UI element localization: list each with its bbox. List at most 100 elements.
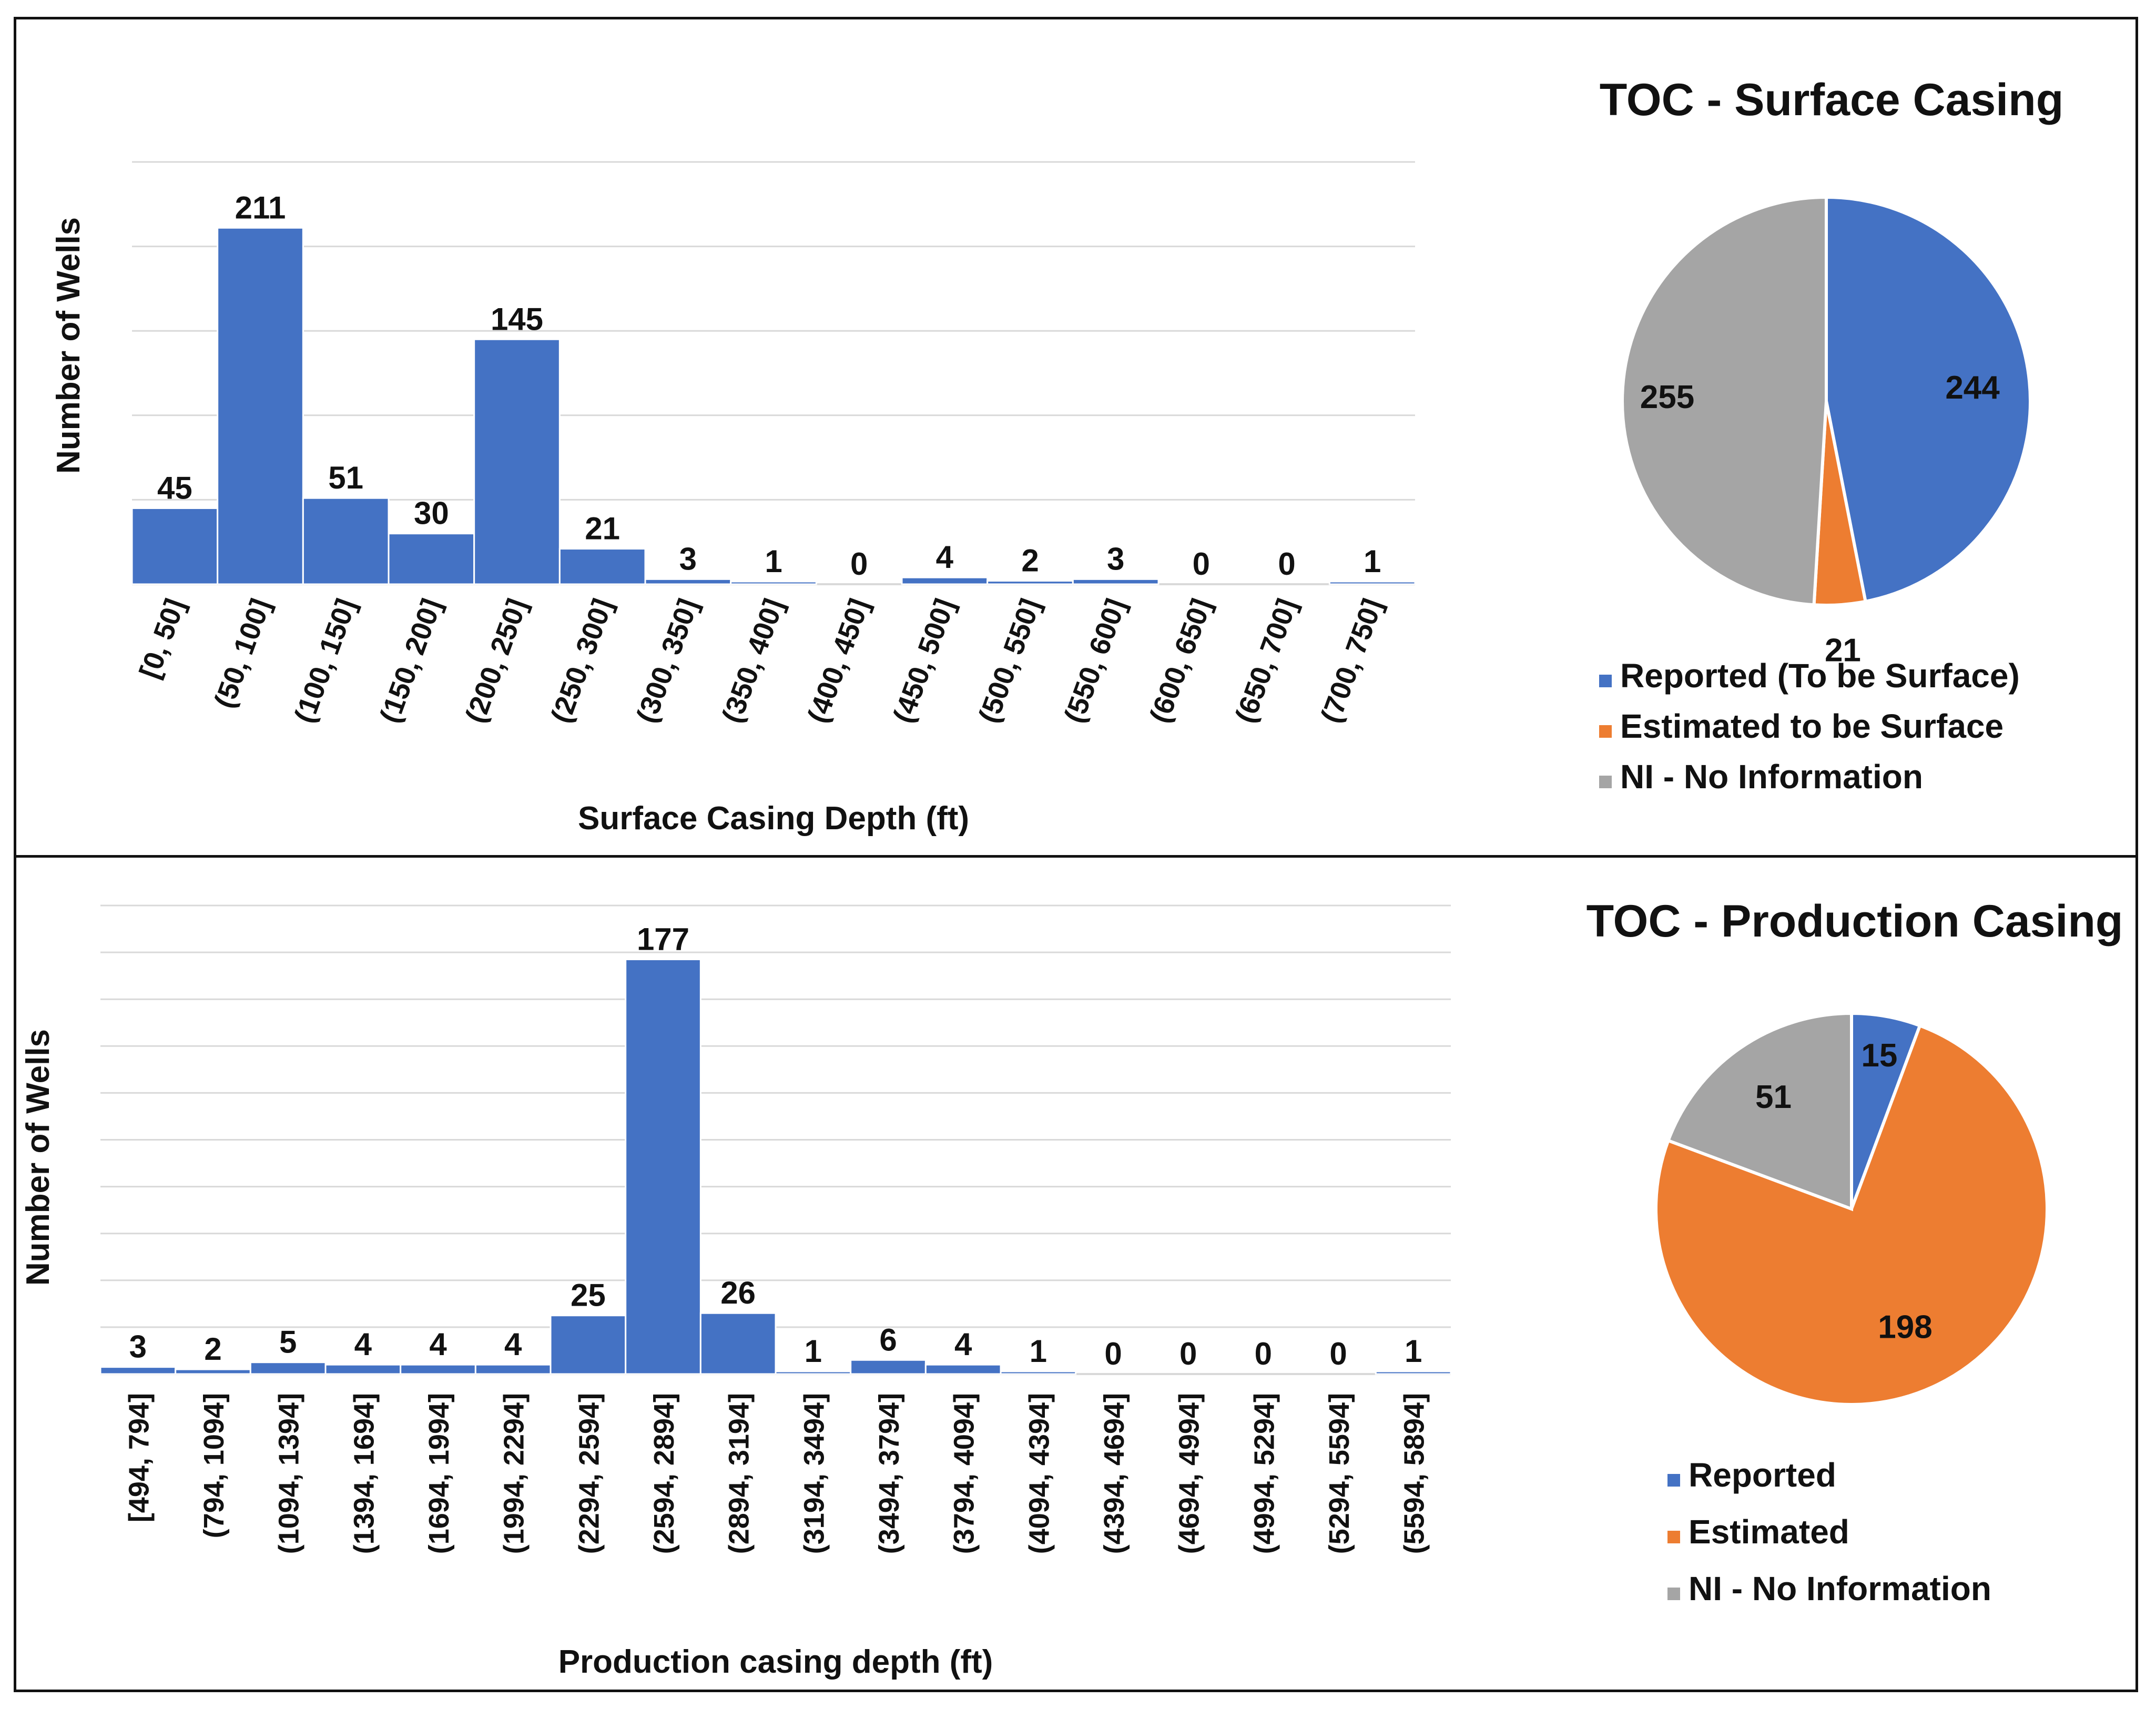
x-tick-label: (400, 450] [801, 595, 876, 727]
bar [474, 1364, 552, 1375]
x-tick-label: (1394, 1694] [348, 1393, 380, 1554]
x-tick-label: (700, 750] [1315, 595, 1389, 727]
pie-value-label: 255 [1640, 379, 1694, 415]
bar-value-label: 0 [1255, 1336, 1272, 1371]
bar [473, 338, 561, 585]
bar-value-label: 3 [129, 1329, 147, 1365]
bar-value-label: 5 [279, 1325, 297, 1360]
bar [987, 580, 1074, 585]
bar [1000, 1370, 1077, 1375]
pie-slice [1666, 1011, 1853, 1212]
bar [550, 1315, 627, 1375]
y-axis-title: Number of Wells [50, 217, 87, 474]
legend-label: Estimated to be Surface [1620, 707, 2004, 745]
production-casing-histogram: 3 [494, 794] 2 (794, 1094] 5 (1094, 1394] 4 (13… [20, 904, 1452, 1680]
bar-value-label: 4 [936, 540, 954, 575]
bar [730, 581, 817, 585]
x-axis-title: Surface Casing Depth (ft) [578, 800, 969, 837]
bar [775, 1370, 852, 1375]
bar [99, 1366, 177, 1375]
bar-value-label: 0 [1278, 546, 1295, 582]
surface-casing-histogram: 45[0, 50]211(50, 100]51(100, 150]30(150,… [50, 161, 1416, 837]
legend-swatch [1599, 776, 1612, 788]
bar [175, 1368, 251, 1375]
bar-value-label: 21 [585, 511, 620, 546]
x-tick-label: (500, 550] [973, 595, 1047, 727]
bar-value-label: 26 [720, 1275, 756, 1310]
x-tick-label: (1994, 2294] [499, 1393, 530, 1554]
legend-swatch [1667, 1588, 1680, 1600]
legend-swatch [1667, 1474, 1680, 1487]
bar-value-label: 0 [850, 546, 868, 582]
bar-value-label: 0 [1193, 546, 1210, 582]
x-tick-label: (3794, 4094] [949, 1393, 980, 1554]
bar [302, 497, 390, 585]
production-casing-charts: 3 [494, 794] 2 (794, 1094] 5 (1094, 1394] 4 (13… [20, 896, 2123, 1680]
legend-label: NI - No Information [1689, 1570, 1991, 1608]
legend-swatch [1599, 675, 1612, 687]
y-axis-title: Number of Wells [20, 1029, 56, 1286]
x-tick-label: (1694, 1994] [423, 1393, 455, 1554]
pie-title: TOC - Surface Casing [1600, 75, 2064, 125]
bar-value-label: 1 [1030, 1334, 1047, 1369]
bar-value-label: 211 [235, 190, 286, 225]
legend-swatch [1667, 1531, 1680, 1543]
surface-casing-pie-chart: TOC - Surface Casing 244 21 255 Reported (To… [1599, 75, 2063, 796]
bar [901, 576, 989, 585]
x-tick-label: [0, 50] [134, 595, 191, 683]
x-tick-label: (150, 200] [374, 595, 448, 727]
x-tick-label: (450, 500] [887, 595, 961, 727]
surface-casing-charts: 45[0, 50]211(50, 100]51(100, 150]30(150,… [50, 75, 2063, 837]
x-tick-label: (3194, 3494] [798, 1393, 830, 1554]
pie-value-label: 21 [1825, 632, 1861, 668]
x-tick-label: (4394, 4694] [1099, 1393, 1130, 1554]
bar-value-label: 25 [571, 1278, 606, 1313]
x-tick-label: (794, 1094] [198, 1393, 230, 1538]
bar [699, 1312, 777, 1375]
legend-label: Reported (To be Surface) [1620, 657, 2020, 695]
bar [850, 1359, 927, 1375]
bar-value-label: 1 [1405, 1334, 1422, 1369]
legend-label: Reported [1689, 1456, 1836, 1494]
bar-value-label: 51 [328, 460, 363, 495]
pie-value-label: 51 [1755, 1079, 1792, 1115]
x-tick-label: (3494, 3794] [873, 1393, 905, 1554]
pie-value-label: 15 [1861, 1037, 1897, 1074]
pie-value-label: 244 [1945, 370, 2000, 406]
bar-value-label: 177 [637, 921, 689, 957]
bar-value-label: 0 [1179, 1336, 1197, 1371]
bar-value-label: 1 [765, 544, 782, 579]
bar [217, 227, 304, 585]
bar [1328, 581, 1416, 585]
x-tick-label: (550, 600] [1058, 595, 1132, 727]
legend-label: NI - No Information [1620, 758, 1923, 796]
pie-slice [1825, 195, 2032, 604]
bar-value-label: 4 [504, 1327, 522, 1362]
bar-value-label: 0 [1104, 1336, 1122, 1371]
x-tick-label: (300, 350] [630, 595, 705, 727]
x-axis-title: Production casing depth (ft) [558, 1644, 993, 1680]
bar-value-label: 1 [1364, 544, 1381, 579]
bar [324, 1364, 402, 1375]
bar [924, 1364, 1002, 1375]
x-tick-label: (4094, 4394] [1023, 1393, 1055, 1554]
x-tick-label: (4694, 4994] [1174, 1393, 1205, 1554]
pie-slice [1621, 195, 1828, 607]
bar-value-label: 1 [805, 1334, 822, 1369]
x-tick-label: (100, 150] [288, 595, 362, 727]
bar [644, 578, 732, 585]
x-tick-label: (600, 650] [1144, 595, 1218, 727]
bar-value-label: 30 [414, 496, 449, 531]
surface-casing-panel: 45 [0, 50] 211 (50, 100] 51 (100, 150] 30 (150,… [14, 17, 2138, 859]
production-casing-pie-chart: TOC - Production Casing 15 198 51 Reported Es… [1587, 896, 2123, 1608]
x-tick-label: (200, 250] [460, 595, 534, 727]
x-tick-label: (2594, 2894] [648, 1393, 680, 1554]
pie-title: TOC - Production Casing [1587, 896, 2123, 947]
bar-value-label: 2 [1021, 543, 1039, 578]
x-tick-label: (4994, 5294] [1248, 1393, 1280, 1554]
legend-label: Estimated [1689, 1513, 1849, 1551]
bar-value-label: 0 [1329, 1336, 1347, 1371]
bar [1375, 1370, 1452, 1375]
bar [249, 1361, 327, 1375]
pie-slice [1654, 1023, 2049, 1406]
